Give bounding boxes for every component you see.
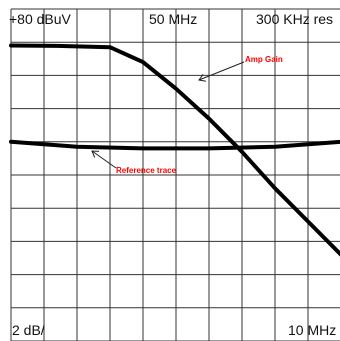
vertical-scale-label: 2 dB/ [12,322,45,338]
resolution-bandwidth-label: 300 KHz res [256,11,333,27]
traces [9,43,340,257]
amp-gain-line [9,43,340,257]
reference-trace-annotation: Reference trace [116,166,177,175]
span-label: 10 MHz [288,322,336,338]
grid [10,8,340,341]
reference-level-label: +80 dBuV [9,11,72,27]
amp-gain-arrow [198,61,245,82]
annotation-arrows [91,61,245,169]
amp-gain-annotation: Amp Gain [245,55,283,64]
reference-trace-arrow [91,150,117,169]
reference-trace-line [9,139,340,151]
center-frequency-label: 50 MHz [149,11,197,27]
